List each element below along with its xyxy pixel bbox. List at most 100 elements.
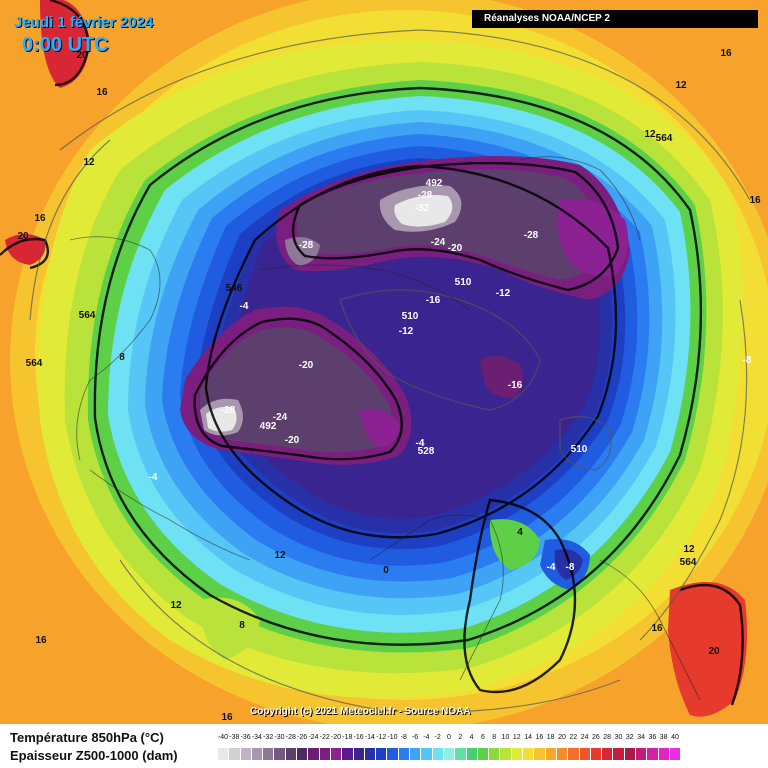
contour-label: 12 xyxy=(274,550,286,561)
legend-scale-value: 22 xyxy=(569,734,578,741)
legend-swatch xyxy=(342,748,354,760)
legend-scale-value: 30 xyxy=(614,734,623,741)
legend-scale-value: 14 xyxy=(524,734,532,741)
contour-label: -16 xyxy=(507,380,523,391)
contour-label: -4 xyxy=(415,438,425,449)
legend-swatch xyxy=(568,748,580,760)
legend-scale-value: 8 xyxy=(492,734,497,741)
legend-scale-value: 26 xyxy=(591,734,600,741)
cold-core-north xyxy=(394,195,453,227)
contour-label: -24 xyxy=(430,237,446,248)
legend-scale-value: -40 xyxy=(217,734,229,741)
legend-swatch xyxy=(489,748,501,760)
legend-scale-value: -6 xyxy=(411,734,419,741)
map-date: Jeudi 1 février 2024 xyxy=(14,14,154,31)
legend-swatch xyxy=(523,748,535,760)
contour-label: -28 xyxy=(220,405,236,416)
legend-swatch xyxy=(613,748,625,760)
legend-scale-value: -10 xyxy=(387,734,398,741)
legend-swatch xyxy=(263,748,275,760)
legend-scale-value: 16 xyxy=(535,734,544,741)
contour-label: 20 xyxy=(17,231,29,242)
legend-scale-value: 38 xyxy=(659,734,668,741)
contour-label: 20 xyxy=(76,50,88,61)
contour-label: 492 xyxy=(425,178,443,189)
contour-label: -12 xyxy=(398,326,414,337)
legend-scale-value: 34 xyxy=(637,734,645,741)
contour-label: -32 xyxy=(414,203,430,214)
legend-swatch xyxy=(297,748,309,760)
legend-scale-value: -12 xyxy=(376,734,387,741)
legend-scale-value: 18 xyxy=(546,734,555,741)
legend-scale-value: -16 xyxy=(353,734,364,741)
legend-title-thickness: Epaisseur Z500-1000 (dam) xyxy=(10,748,178,763)
contour-label: -28 xyxy=(523,230,539,241)
legend-swatch xyxy=(624,748,636,760)
legend-swatch xyxy=(353,748,365,760)
warm-patch-top-left xyxy=(40,0,90,88)
contour-label: 8 xyxy=(119,352,125,363)
legend-swatch xyxy=(511,748,524,760)
legend-scale-value: 20 xyxy=(558,734,566,741)
contour-label: 16 xyxy=(749,195,761,206)
legend-scale-value: -32 xyxy=(263,734,274,741)
contour-label: 0 xyxy=(383,565,389,576)
copyright-notice: Copyright (c) 2021 Meteociel.fr - Source… xyxy=(250,706,471,717)
legend-swatch xyxy=(534,748,546,760)
legend-scale-value: 2 xyxy=(458,734,463,741)
legend-swatch xyxy=(421,748,433,760)
cold-core-west xyxy=(206,406,237,432)
legend-swatch xyxy=(410,748,422,760)
contour-label: -20 xyxy=(447,243,463,254)
legend-swatch xyxy=(240,748,252,760)
legend-swatch xyxy=(635,748,648,760)
legend-swatch xyxy=(500,748,512,760)
legend-swatch xyxy=(251,748,264,760)
legend-scale-value: -8 xyxy=(400,734,407,741)
legend-swatch xyxy=(376,748,388,760)
contour-label: -20 xyxy=(284,435,300,446)
legend-scale-value: -28 xyxy=(285,734,296,741)
contour-label: 12 xyxy=(644,129,656,140)
legend-swatch xyxy=(556,748,569,760)
legend-scale-value: -26 xyxy=(297,734,308,741)
legend-swatch xyxy=(387,748,399,760)
contour-label: -28 xyxy=(298,240,314,251)
legend-scale-value: 32 xyxy=(625,734,634,741)
legend-swatch xyxy=(285,748,298,760)
legend-swatch xyxy=(590,748,603,760)
legend-scale-value: -2 xyxy=(434,734,441,741)
legend-swatch xyxy=(218,748,230,760)
legend-swatch xyxy=(229,748,241,760)
contour-label: 16 xyxy=(34,213,46,224)
legend-scale-value: 6 xyxy=(480,734,485,741)
thin-contours xyxy=(29,29,751,713)
legend-swatch xyxy=(330,748,343,760)
legend-title-temperature: Température 850hPa (°C) xyxy=(10,730,164,745)
contour-label: -4 xyxy=(546,562,556,573)
contour-label: 510 xyxy=(570,444,588,455)
contour-label: -8 xyxy=(565,562,575,573)
source-box: Réanalyses NOAA/NCEP 2 xyxy=(472,10,758,28)
coastlines xyxy=(69,156,701,701)
contour-label: 16 xyxy=(651,623,663,634)
legend-scale-value: -4 xyxy=(423,734,430,741)
legend-scale-value: -20 xyxy=(330,734,342,741)
contour-label: 16 xyxy=(720,48,732,59)
contour-label: 564 xyxy=(25,358,43,369)
contour-label: 12 xyxy=(683,544,695,555)
legend-scale-value: 12 xyxy=(512,734,521,741)
legend-swatch xyxy=(319,748,331,760)
legend-color-scale xyxy=(218,748,682,760)
legend-scale-value: -14 xyxy=(364,734,375,741)
contour-label: 510 xyxy=(454,277,472,288)
map-time: 0:00 UTC xyxy=(22,34,109,56)
contour-label: 528 xyxy=(417,446,435,457)
legend-scale-value: 28 xyxy=(603,734,612,741)
contour-label: -8 xyxy=(742,355,752,366)
legend-scale-value: 36 xyxy=(648,734,657,741)
legend-swatch xyxy=(602,748,614,760)
contour-label: -4 xyxy=(239,301,249,312)
